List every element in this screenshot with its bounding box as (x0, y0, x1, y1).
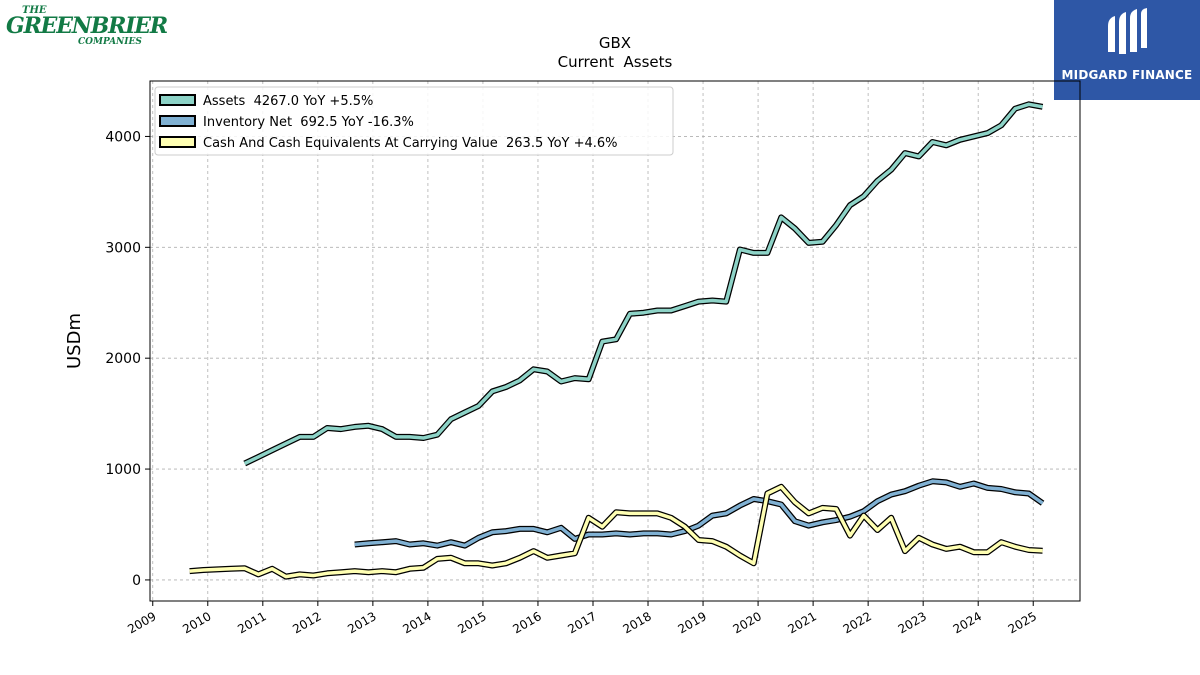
y-tick-label: 2000 (105, 351, 141, 367)
legend-entry: Inventory Net 692.5 YoY -16.3% (203, 115, 414, 130)
x-tick-label: 2012 (290, 609, 323, 636)
plot-frame (149, 80, 1081, 602)
x-tick-label: 2015 (455, 609, 488, 636)
series-line-1 (354, 479, 1044, 548)
y-tick-label: 1000 (105, 462, 141, 478)
legend: Assets 4267.0 YoY +5.5% Inventory Net 692… (154, 86, 674, 156)
midgard-finance-logo: MIDGARD FINANCE (1054, 0, 1200, 100)
y-tick-label: 4000 (105, 129, 141, 145)
y-tick-label: 0 (132, 573, 141, 589)
legend-entry: Cash And Cash Equivalents At Carrying Va… (203, 136, 618, 151)
x-tick-label: 2017 (565, 609, 598, 636)
midgard-mark-icon (1108, 8, 1147, 54)
greenbrier-logo: THE GREENBRIER COMPANIES (4, 4, 168, 52)
x-tick-label: 2014 (400, 609, 433, 636)
x-tick-label: 2024 (951, 609, 984, 636)
logo-sub-text: COMPANIES (78, 37, 142, 47)
x-tick-label: 2011 (235, 609, 268, 636)
logo-the-text: THE (22, 5, 47, 16)
chart-subtitle: Current Assets (558, 53, 673, 71)
logo-main-text: GREENBRIER (6, 13, 168, 39)
legend-swatch (159, 136, 196, 148)
midgard-finance-text: MIDGARD FINANCE (1061, 68, 1193, 82)
x-tick-label: 2023 (896, 609, 929, 636)
x-tick-label: 2018 (620, 609, 653, 636)
x-tick-label: 2013 (345, 609, 378, 636)
grid (150, 81, 1080, 601)
y-axis-label: USDm (64, 313, 85, 369)
x-tick-label: 2016 (510, 609, 543, 636)
legend-box (154, 86, 674, 156)
series-line-0 (243, 102, 1043, 466)
legend-entry: Assets 4267.0 YoY +5.5% (203, 94, 373, 109)
series-line-2 (189, 485, 1043, 579)
x-tick-label: 2010 (180, 609, 213, 636)
x-tick-label: 2025 (1006, 609, 1039, 636)
x-tick-label: 2021 (786, 609, 819, 636)
x-tick-label: 2009 (125, 609, 158, 636)
x-tick-label: 2019 (675, 609, 708, 636)
legend-swatch (159, 115, 196, 127)
series-layer (189, 101, 1045, 580)
series-outline-0 (243, 101, 1044, 467)
chart-title: GBX (599, 34, 631, 52)
axis-ticks: 2009 2010 2011 2012 2013 2014 2015 2016 2017 2018… (105, 129, 1039, 636)
y-tick-label: 3000 (105, 240, 141, 256)
x-tick-label: 2022 (841, 609, 874, 636)
legend-swatch (159, 94, 196, 106)
x-tick-label: 2020 (731, 609, 764, 636)
